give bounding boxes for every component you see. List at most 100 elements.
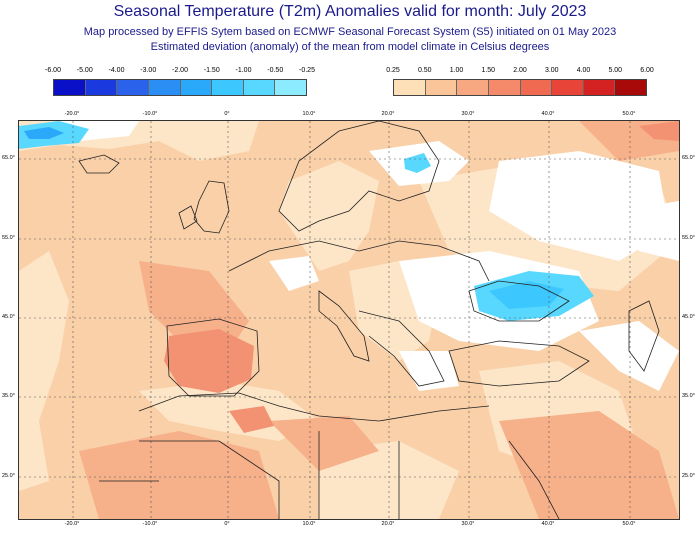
axis-tick-label: 45.0° — [2, 314, 15, 320]
black-sea-cool-core — [489, 281, 564, 309]
caspian-coast — [628, 300, 660, 372]
italy-coast — [318, 290, 370, 362]
legend-swatch — [211, 80, 243, 95]
russia-neutral-zone — [489, 151, 669, 261]
axis-tick-label: 10.0° — [302, 111, 316, 117]
legend-swatch — [394, 80, 425, 95]
legend-swatch — [519, 80, 552, 95]
anomaly-map-canvas — [19, 121, 679, 519]
caucasus-neutral-zone — [579, 321, 679, 391]
axis-tick-label: 65.0° — [2, 155, 15, 161]
axis-tick-label: 0° — [224, 521, 230, 527]
axis-tick-label: -20.0° — [64, 111, 80, 117]
page-title: Seasonal Temperature (T2m) Anomalies val… — [113, 3, 587, 20]
legend-label: 0.50 — [417, 67, 432, 74]
legend-swatch — [147, 80, 180, 95]
graticule — [19, 121, 679, 519]
axis-tick-label: 10.0° — [302, 521, 316, 527]
axis-tick-label: 25.0° — [2, 473, 15, 479]
axis-tick-label: 55.0° — [2, 235, 15, 241]
axis-tick-label: 30.0° — [461, 111, 475, 117]
medium-anomaly-zones — [79, 121, 679, 519]
legend-label: -3.00 — [140, 67, 157, 74]
legend-label: -0.25 — [299, 67, 315, 74]
negative-anomaly-legend: -6.00 -5.00 -4.00 -3.00 -2.00 -1.50 -1.00 -0.50… — [45, 67, 315, 96]
strong-anomaly-zones — [164, 121, 679, 433]
legend-label: -1.00 — [235, 67, 252, 74]
legend-label: 6.00 — [640, 67, 654, 74]
legend-swatch — [54, 80, 85, 95]
legend-swatch — [614, 80, 646, 95]
legend-swatch — [551, 80, 583, 95]
legend-label: 0.25 — [386, 67, 400, 74]
legend-swatch — [582, 80, 615, 95]
anomaly-map — [18, 120, 680, 520]
iberia-hotspot — [164, 329, 254, 393]
uk-coast — [193, 180, 230, 234]
legend-swatch — [242, 80, 275, 95]
cool-anomaly-zones — [19, 121, 594, 321]
coastlines — [78, 121, 660, 519]
red-sea-coast — [508, 440, 560, 519]
legend-label: -6.00 — [45, 67, 61, 74]
sahara-borders — [99, 431, 400, 519]
arctic-hotspot — [639, 121, 679, 141]
europe-coast — [228, 240, 490, 282]
sahara-medium-zone — [79, 431, 279, 519]
legend-swatch — [487, 80, 520, 95]
legend-label: 1.50 — [481, 67, 496, 74]
finland-cool-zone — [404, 153, 431, 173]
units-description: Estimated deviation (anomaly) of the mea… — [150, 41, 550, 53]
arabia-medium-zone — [499, 411, 679, 519]
legend-label: 2.00 — [513, 67, 527, 74]
map-description: Map processed by EFFIS Sytem based on EC… — [83, 26, 617, 38]
axis-tick-label: 25.0° — [682, 473, 695, 479]
central-europe-neutral-zone — [269, 256, 319, 291]
legend-swatch — [116, 80, 148, 95]
libya-medium-zone — [269, 416, 379, 471]
north-africa-hotspot — [229, 406, 274, 433]
legend-label: -4.00 — [108, 67, 125, 74]
axis-tick-label: 35.0° — [682, 393, 695, 399]
axis-tick-label: 40.0° — [541, 521, 555, 527]
axis-tick-label: 40.0° — [541, 111, 555, 117]
axis-tick-label: 45.0° — [682, 314, 695, 320]
axis-tick-label: 65.0° — [682, 155, 695, 161]
iceland-coast — [78, 154, 120, 174]
ireland-coast — [178, 205, 198, 230]
legend-color-bar — [53, 79, 307, 96]
legend-label: -2.00 — [172, 67, 188, 74]
legend-swatch — [274, 80, 306, 95]
legend-color-bar — [393, 79, 647, 96]
axis-tick-label: 35.0° — [2, 393, 15, 399]
sahara-light-zone — [319, 441, 459, 519]
axis-tick-label: 50.0° — [622, 521, 636, 527]
balkans-coast — [358, 310, 445, 387]
axis-tick-label: -10.0° — [142, 521, 158, 527]
legend-label: -0.50 — [267, 67, 284, 74]
legend-label: 1.00 — [449, 67, 464, 74]
black-sea-coast — [468, 280, 570, 322]
greenland-cool-core — [24, 127, 64, 139]
axis-tick-label: 20.0° — [381, 111, 395, 117]
axis-tick-label: 0° — [224, 111, 230, 117]
north-africa-coast — [138, 392, 490, 422]
scandinavia-coast — [278, 121, 440, 232]
legend-labels: 0.25 0.50 1.00 1.50 2.00 3.00 4.00 5.00 6.00 — [386, 67, 654, 78]
east-neutral-zone — [619, 201, 679, 261]
positive-anomaly-legend: 0.25 0.50 1.00 1.50 2.00 3.00 4.00 5.00 6.00 — [386, 67, 654, 96]
axis-tick-label: 20.0° — [381, 521, 395, 527]
atlantic-west-light-zone — [19, 251, 69, 491]
axis-tick-label: 30.0° — [461, 521, 475, 527]
legend-label: 4.00 — [576, 67, 591, 74]
legend-swatch — [456, 80, 488, 95]
legend-label: 3.00 — [544, 67, 559, 74]
legend-label: 5.00 — [608, 67, 623, 74]
iberia-coast — [166, 318, 260, 397]
axis-tick-label: -20.0° — [64, 521, 80, 527]
central-europe-light-zone — [279, 161, 379, 271]
legend-swatch — [179, 80, 212, 95]
legend-label: -1.50 — [203, 67, 220, 74]
axis-tick-label: 50.0° — [622, 111, 636, 117]
biscay-medium-zone — [139, 261, 249, 351]
